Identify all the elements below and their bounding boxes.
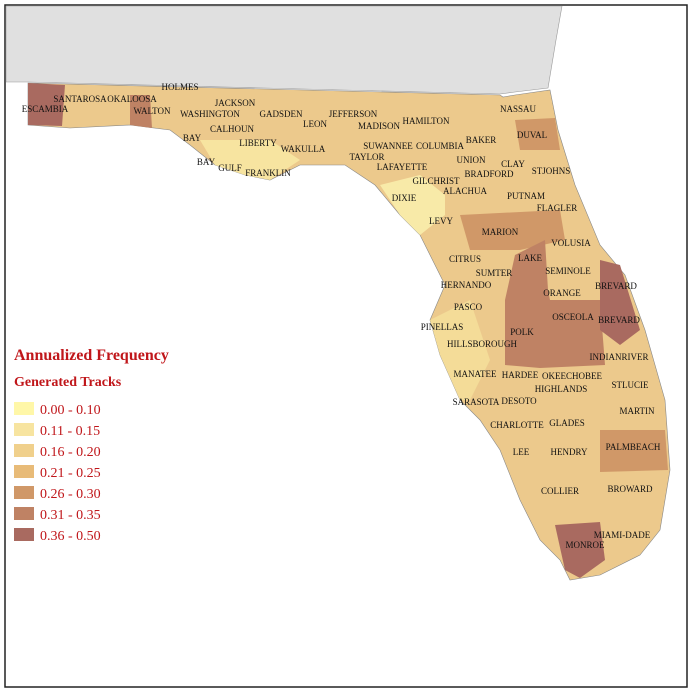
county-label: SUMTER: [476, 268, 513, 278]
county-label: BREVARD: [598, 315, 640, 325]
region-dark: [28, 83, 65, 126]
legend-swatch: [14, 486, 34, 499]
legend-swatch: [14, 444, 34, 457]
county-label: ORANGE: [543, 288, 581, 298]
county-label: HOLMES: [161, 82, 198, 92]
county-label: WASHINGTON: [180, 109, 240, 119]
county-label: BROWARD: [607, 484, 653, 494]
county-label: GLADES: [549, 418, 585, 428]
legend-swatch: [14, 465, 34, 478]
legend-label: 0.16 - 0.20: [40, 445, 101, 460]
county-label: HILLSBOROUGH: [447, 339, 518, 349]
county-label: BREVARD: [595, 281, 637, 291]
county-label: CITRUS: [449, 254, 481, 264]
county-label: CALHOUN: [210, 124, 254, 134]
county-label: LAFAYETTE: [377, 162, 428, 172]
region-dark: [505, 240, 605, 368]
county-label: LEE: [513, 447, 530, 457]
region-dark: [460, 210, 565, 250]
region-dark: [515, 118, 560, 150]
county-label: OKALOOSA: [107, 94, 157, 104]
legend-label: 0.36 - 0.50: [40, 529, 101, 544]
county-label: SARASOTA: [453, 397, 500, 407]
county-label: COLLIER: [541, 486, 579, 496]
county-label: POLK: [510, 327, 534, 337]
legend-swatch: [14, 423, 34, 436]
county-label: MARTIN: [620, 406, 655, 416]
region-light: [200, 140, 300, 180]
county-label: MADISON: [358, 121, 401, 131]
county-label: PASCO: [454, 302, 483, 312]
legend-label: 0.00 - 0.10: [40, 403, 101, 418]
county-label: NASSAU: [500, 104, 537, 114]
county-label: INDIANRIVER: [590, 352, 649, 362]
county-label: BAKER: [466, 135, 497, 145]
region-dark: [130, 95, 152, 128]
county-label: MONROE: [565, 540, 605, 550]
county-label: MARION: [482, 227, 519, 237]
county-label: DIXIE: [392, 193, 417, 203]
county-label: PALMBEACH: [606, 442, 661, 452]
county-label: TAYLOR: [350, 152, 385, 162]
region-dark: [555, 522, 605, 578]
county-label: MANATEE: [454, 369, 497, 379]
county-label: WAKULLA: [281, 144, 326, 154]
county-label: BRADFORD: [464, 169, 514, 179]
county-label: COLUMBIA: [416, 141, 465, 151]
county-label: HIGHLANDS: [535, 384, 588, 394]
county-label: LAKE: [518, 253, 542, 263]
legend-subtitle: Generated Tracks: [14, 375, 122, 390]
county-label: HENDRY: [550, 447, 588, 457]
legend-title: Annualized Frequency: [14, 347, 169, 364]
county-label: SUWANNEE: [363, 141, 413, 151]
county-label: LEON: [303, 119, 327, 129]
region-light: [380, 175, 445, 235]
county-label: UNION: [457, 155, 486, 165]
county-label: JACKSON: [215, 98, 256, 108]
legend-swatch: [14, 528, 34, 541]
county-label: JEFFERSON: [329, 109, 378, 119]
county-label: PINELLAS: [421, 322, 464, 332]
county-label: LEVY: [429, 216, 453, 226]
county-label: GULF: [218, 163, 242, 173]
neighbor-land: [5, 5, 563, 95]
county-label: WALTON: [133, 106, 171, 116]
region-light: [430, 300, 490, 400]
county-label: OKEECHOBEE: [542, 371, 602, 381]
county-label: FRANKLIN: [245, 168, 291, 178]
region-dark: [600, 430, 668, 472]
legend-label: 0.31 - 0.35: [40, 508, 101, 523]
county-label: STJOHNS: [532, 166, 571, 176]
county-label: PUTNAM: [507, 191, 545, 201]
county-label: BAY: [197, 157, 216, 167]
county-label: CLAY: [501, 159, 525, 169]
county-label: GILCHRIST: [413, 176, 461, 186]
county-label: VOLUSIA: [551, 238, 591, 248]
legend-label: 0.21 - 0.25: [40, 466, 101, 481]
county-label: FLAGLER: [537, 203, 578, 213]
county-label: GADSDEN: [259, 109, 303, 119]
county-label: DESOTO: [501, 396, 537, 406]
county-label: SANTAROSA: [53, 94, 107, 104]
county-label: STLUCIE: [612, 380, 650, 390]
county-label: BAY: [183, 133, 202, 143]
county-label: ALACHUA: [443, 186, 487, 196]
region-dark: [600, 260, 640, 345]
county-label: SEMINOLE: [545, 266, 591, 276]
county-label: HAMILTON: [402, 116, 450, 126]
legend-swatch: [14, 507, 34, 520]
county-label: OSCEOLA: [552, 312, 594, 322]
county-label: HARDEE: [502, 370, 539, 380]
county-label: ESCAMBIA: [22, 104, 69, 114]
county-label: DUVAL: [517, 130, 547, 140]
county-label: HERNANDO: [441, 280, 492, 290]
legend-label: 0.26 - 0.30: [40, 487, 101, 502]
legend-label: 0.11 - 0.15: [40, 424, 100, 439]
legend-swatch: [14, 402, 34, 415]
county-label: LIBERTY: [239, 138, 277, 148]
county-label: MIAMI-DADE: [594, 530, 651, 540]
county-label: CHARLOTTE: [490, 420, 544, 430]
